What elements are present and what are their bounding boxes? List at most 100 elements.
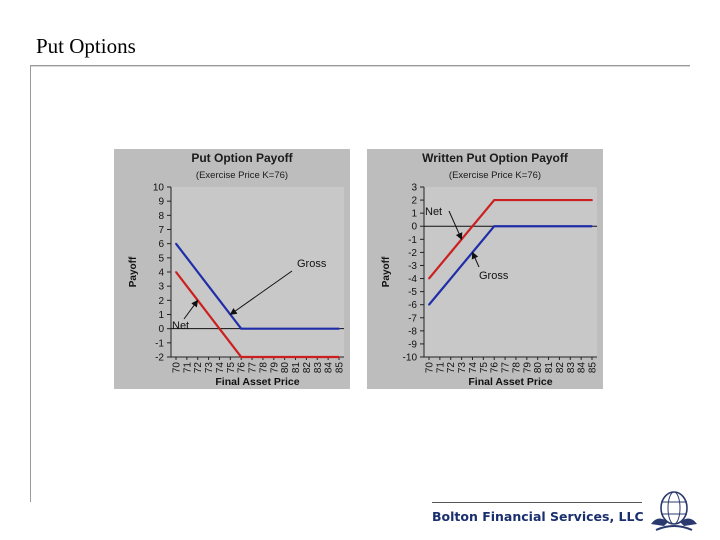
x-tick-label: 78: [511, 362, 522, 374]
y-tick-label: 2: [158, 296, 164, 307]
x-tick-label: 74: [468, 362, 479, 374]
data-point: [207, 285, 210, 288]
data-point: [428, 303, 430, 306]
x-tick-label: 77: [248, 362, 259, 374]
y-tick-label: 10: [153, 183, 165, 194]
x-tick-label: 83: [313, 362, 324, 374]
series-line-net: [175, 271, 339, 359]
y-tick-label: 6: [158, 239, 164, 250]
x-tick-label: 75: [479, 362, 490, 374]
x-tick-label: 78: [258, 362, 269, 374]
footer-company-name: Bolton Financial Services, LLC: [432, 509, 644, 524]
y-tick-label: -4: [408, 274, 417, 285]
x-tick-label: 71: [435, 362, 446, 374]
y-tick-label: 3: [411, 183, 417, 194]
chart-subtitle: (Exercise Price K=76): [449, 170, 541, 181]
y-tick-label: 1: [411, 209, 417, 220]
x-tick-label: 75: [226, 362, 237, 374]
data-point: [185, 256, 188, 259]
plot-area: [424, 187, 597, 357]
x-tick-label: 73: [457, 362, 468, 374]
y-tick-label: -9: [408, 339, 417, 350]
x-tick-label: 72: [193, 362, 204, 374]
annotation-arrow-net: [183, 299, 199, 320]
x-tick-label: 84: [577, 362, 588, 374]
x-tick-label: 70: [425, 362, 436, 374]
slide-title: Put Options: [36, 34, 136, 58]
x-tick-label: 82: [555, 362, 566, 374]
data-point: [338, 356, 340, 358]
data-point: [591, 225, 593, 228]
footer-divider: [432, 502, 642, 503]
annotation-arrow-net: [448, 210, 463, 240]
data-point: [493, 225, 496, 228]
x-tick-label: 72: [446, 362, 457, 374]
x-tick-label: 83: [566, 362, 577, 374]
y-tick-label: -1: [408, 235, 417, 246]
written-put-option-payoff-svg: Written Put Option Payoff (Exercise Price…: [367, 149, 603, 389]
data-point: [449, 251, 452, 254]
x-tick-label: 76: [490, 362, 501, 374]
y-tick-label: 0: [158, 324, 164, 335]
data-point: [218, 327, 221, 330]
series-line-net: [428, 198, 592, 280]
annotation-arrow-gross: [471, 251, 480, 268]
data-point: [207, 313, 210, 316]
y-tick-label: -10: [403, 353, 418, 364]
x-tick-label: 71: [182, 362, 193, 374]
y-tick-label: -6: [408, 300, 417, 311]
data-point: [591, 199, 593, 201]
data-point: [482, 238, 485, 241]
annotation-net: Net: [172, 320, 189, 332]
x-tick-label: 85: [588, 362, 599, 374]
put-option-payoff-svg: Put Option Payoff (Exercise Price K=76) Pa…: [114, 149, 350, 389]
written-put-option-payoff-chart: Written Put Option Payoff (Exercise Price…: [367, 149, 603, 389]
data-point: [196, 271, 199, 273]
y-tick-label: -7: [408, 313, 417, 324]
y-tick-label: -8: [408, 326, 417, 337]
data-point: [482, 212, 485, 215]
data-point: [175, 242, 177, 245]
y-tick-label: 8: [158, 211, 164, 222]
annotation-arrow-gross: [229, 270, 293, 315]
data-point: [338, 327, 340, 330]
x-tick-label: 81: [544, 362, 555, 374]
chart-subtitle: (Exercise Price K=76): [196, 170, 288, 181]
y-tick-label: -2: [408, 248, 417, 259]
chart-title: Written Put Option Payoff: [422, 151, 569, 165]
data-point: [229, 341, 232, 344]
series-line-gross: [175, 242, 339, 330]
chart-title: Put Option Payoff: [191, 151, 293, 165]
y-tick-label: 1: [158, 310, 164, 321]
y-axis-label: Payoff: [128, 256, 139, 287]
y-tick-label: -1: [155, 338, 164, 349]
data-point: [471, 225, 474, 228]
series-line-gross: [428, 225, 592, 306]
company-logo: [651, 491, 697, 531]
data-point: [438, 264, 441, 267]
annotation-net: Net: [425, 206, 442, 218]
data-point: [428, 277, 430, 280]
y-tick-label: -5: [408, 287, 417, 298]
y-tick-label: 2: [411, 196, 417, 207]
data-point: [218, 299, 221, 302]
x-axis-label: Final Asset Price: [468, 376, 552, 388]
y-tick-label: -3: [408, 261, 417, 272]
data-point: [460, 264, 463, 267]
data-point: [240, 356, 243, 358]
x-tick-label: 79: [269, 362, 280, 374]
y-tick-label: 4: [158, 268, 164, 279]
data-point: [449, 277, 452, 280]
left-divider: [30, 66, 31, 502]
data-point: [175, 271, 177, 273]
x-tick-label: 79: [522, 362, 533, 374]
data-point: [438, 290, 441, 293]
y-tick-label: 9: [158, 197, 164, 208]
x-tick-label: 82: [302, 362, 313, 374]
data-point: [185, 285, 188, 288]
data-point: [240, 327, 243, 330]
y-tick-label: 5: [158, 253, 164, 264]
annotation-gross: Gross: [297, 258, 327, 270]
x-tick-label: 81: [291, 362, 302, 374]
y-tick-label: 0: [411, 222, 417, 233]
